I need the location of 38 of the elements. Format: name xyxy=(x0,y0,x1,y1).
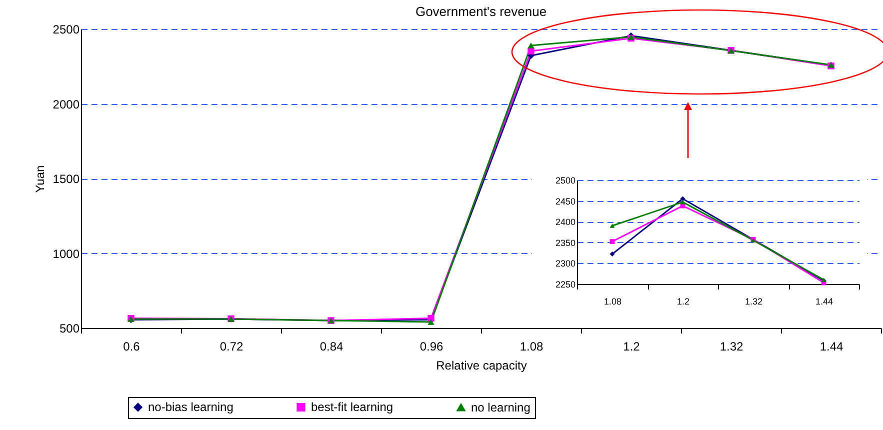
legend-label: best-fit learning xyxy=(311,400,394,414)
point xyxy=(528,42,534,48)
x-tick-label: 0.6 xyxy=(123,340,140,354)
x-tick-label: 1.44 xyxy=(820,340,844,354)
x-tick-label: 0.84 xyxy=(320,340,344,354)
chart-title: Government's revenue xyxy=(415,4,547,19)
x-tick-label: 0.72 xyxy=(220,340,244,354)
x-tick-label: 1.08 xyxy=(520,340,544,354)
point xyxy=(680,200,686,204)
x-tick-label: 1.32 xyxy=(720,340,744,354)
point xyxy=(428,319,434,325)
x-tick-label: 1.32 xyxy=(744,296,763,306)
y-tick-label: 2500 xyxy=(52,22,80,36)
y-tick-label: 2350 xyxy=(555,238,576,248)
y-tick-label: 2500 xyxy=(555,176,576,186)
x-tick-label: 1.2 xyxy=(623,340,640,354)
y-tick-label: 2400 xyxy=(555,217,576,228)
point xyxy=(680,196,686,202)
y-tick-label: 1500 xyxy=(52,172,80,186)
y-tick-label: 2450 xyxy=(555,196,576,206)
point xyxy=(610,224,615,228)
x-tick-label: 0.96 xyxy=(420,340,444,354)
y-tick-label: 500 xyxy=(59,322,80,336)
y-tick-label: 2250 xyxy=(555,280,576,290)
legend-label: no-bias learning xyxy=(148,400,234,414)
x-tick-label: 1.44 xyxy=(815,296,834,306)
y-axis-title: Yuan xyxy=(32,165,47,193)
point xyxy=(680,203,686,208)
y-tick-label: 2300 xyxy=(555,258,576,269)
y-tick-label: 2000 xyxy=(52,97,80,112)
x-tick-label: 1.2 xyxy=(676,296,690,306)
legend-label: no learning xyxy=(471,400,530,414)
point xyxy=(610,239,615,244)
y-tick-label: 1000 xyxy=(52,246,80,261)
x-axis-title: Relative capacity xyxy=(436,358,527,372)
point xyxy=(528,48,534,54)
point xyxy=(610,252,615,257)
x-tick-label: 1.08 xyxy=(604,296,622,306)
